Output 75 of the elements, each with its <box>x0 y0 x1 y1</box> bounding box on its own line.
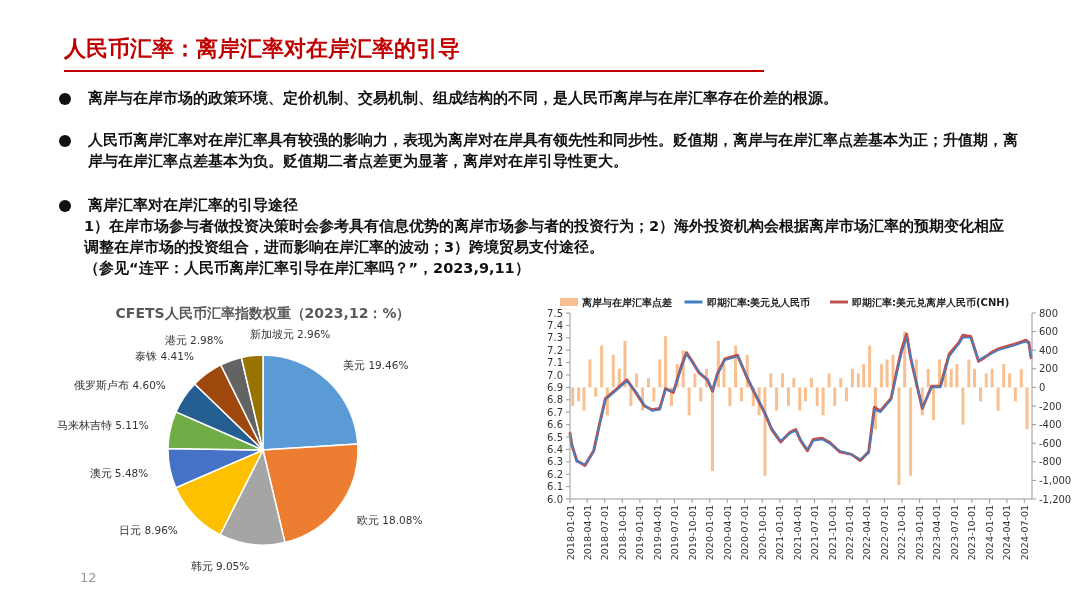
y2-tick-label: 600 <box>1039 326 1059 338</box>
slice-label: 俄罗斯卢布 4.60% <box>74 378 166 391</box>
y-tick-label: 7.2 <box>547 344 563 356</box>
y-tick-label: 6.8 <box>547 394 563 406</box>
y-tick-label: 6.9 <box>547 381 563 393</box>
x-tick-label: 2018-07-01 <box>599 505 611 561</box>
x-tick-label: 2018-04-01 <box>581 505 593 561</box>
x-tick-label: 2020-10-01 <box>756 505 768 561</box>
legend-label: 即期汇率:美元兑离岸人民币(CNH) <box>852 297 1010 308</box>
y-tick-label: 6.1 <box>547 481 563 493</box>
text: 人民币离岸汇率对在岸汇率具有较强的影响力，表现为离岸对在岸具有领先性和同步性。贬值期，离岸与在岸汇率点差基本为正；升值期，离岸与在岸汇率点差基本为负。贬值期二者点差更为显著，离岸对在岸引导性更大。 <box>88 131 1018 171</box>
y-tick-label: 6.4 <box>547 443 563 455</box>
y2-tick-label: 200 <box>1039 363 1059 375</box>
x-tick-label: 2021-07-01 <box>809 505 820 561</box>
x-tick-label: 2022-10-01 <box>896 505 908 561</box>
y2-tick-label: -1,000 <box>1039 474 1072 486</box>
x-tick-label: 2024-07-01 <box>1018 505 1030 561</box>
slice-label: 马来林吉特 5.11% <box>56 419 149 432</box>
legend-label: 即期汇率:美元兑人民币 <box>706 297 811 308</box>
text: 人民币汇率：离岸汇率对在岸汇率的引导 <box>64 35 460 63</box>
y-tick-label: 7.3 <box>547 332 563 344</box>
x-tick-label: 2023-04-01 <box>931 505 943 561</box>
x-tick-label: 2023-01-01 <box>914 505 926 561</box>
x-tick-label: 2020-04-01 <box>721 505 733 561</box>
x-tick-label: 2023-07-01 <box>948 505 960 561</box>
x-tick-label: 2021-10-01 <box>826 505 838 561</box>
y2-tick-label: -200 <box>1039 400 1062 412</box>
x-tick-label: 2019-01-01 <box>634 505 646 561</box>
x-tick-label: 2022-04-01 <box>861 505 873 561</box>
x-tick-label: 2018-10-01 <box>616 505 628 561</box>
y-tick-label: 7.4 <box>547 319 563 331</box>
text: 12 <box>80 570 97 585</box>
slice-label: 港元 2.98% <box>164 333 224 346</box>
text: 离岸与在岸市场的政策环境、定价机制、交易机制、组成结构的不同，是人民币离岸与在岸汇率存在价差的根源。 <box>88 89 839 108</box>
y2-tick-label: -800 <box>1039 456 1062 468</box>
slice-label: 泰铢 4.41% <box>135 349 194 362</box>
y2-tick-label: 400 <box>1039 344 1059 356</box>
y2-tick-label: -600 <box>1039 437 1062 449</box>
y-tick-label: 6.0 <box>547 493 563 505</box>
chart-title: CFETS人民币汇率指数权重（2023,12：%） <box>115 305 411 321</box>
slice-label: 韩元 9.05% <box>190 560 250 573</box>
x-tick-label: 2024-04-01 <box>1001 505 1013 561</box>
x-tick-label: 2024-01-01 <box>984 505 995 561</box>
x-tick-label: 2022-01-01 <box>844 505 856 561</box>
y-tick-label: 6.3 <box>547 456 563 468</box>
y-tick-label: 7.1 <box>547 357 563 369</box>
y2-tick-label: -400 <box>1039 419 1062 431</box>
slice-label: 澳元 5.48% <box>89 466 149 479</box>
text: 1）在岸市场参与者做投资决策时会参考具有信息优势的离岸市场参与者的投资行为；2）海外投资机构会根据离岸市场汇率的预期变化相应调整在岸市场的投资组合，进而影响在岸汇率的波动；3）跨境贸易支付途径。 <box>84 217 1006 257</box>
y-tick-label: 6.6 <box>547 419 563 431</box>
slice-label: 美元 19.46% <box>343 358 409 371</box>
x-tick-label: 2023-10-01 <box>966 505 978 561</box>
y-tick-label: 7.5 <box>547 307 563 319</box>
slice-label: 欧元 18.08% <box>357 513 423 526</box>
x-tick-label: 2018-01-01 <box>564 505 576 561</box>
x-tick-label: 2022-07-01 <box>878 505 890 561</box>
x-tick-label: 2019-07-01 <box>669 505 681 561</box>
text: 离岸汇率对在岸汇率的引导途径 <box>88 196 299 215</box>
x-tick-label: 2021-04-01 <box>791 505 803 561</box>
x-tick-label: 2019-04-01 <box>651 505 663 561</box>
y2-tick-label: -1,200 <box>1039 493 1072 505</box>
x-tick-label: 2020-01-01 <box>704 505 716 561</box>
x-tick-label: 2020-07-01 <box>739 505 751 561</box>
y-tick-label: 6.7 <box>547 406 563 418</box>
legend-label: 离岸与在岸汇率点差 <box>581 297 672 308</box>
y2-tick-label: 0 <box>1039 381 1046 393</box>
slice-label: 新加坡元 2.96% <box>249 327 331 340</box>
y-tick-label: 6.2 <box>547 468 563 480</box>
x-tick-label: 2021-01-01 <box>774 505 786 561</box>
y2-tick-label: 800 <box>1039 307 1059 319</box>
y-tick-label: 7.0 <box>547 369 563 381</box>
text: （参见“连平：人民币离岸汇率引导在岸汇率吗？”，2023,9,11） <box>84 259 531 278</box>
y-tick-label: 6.5 <box>547 431 563 443</box>
x-tick-label: 2019-10-01 <box>686 505 698 561</box>
slice-label: 日元 8.96% <box>119 524 178 537</box>
